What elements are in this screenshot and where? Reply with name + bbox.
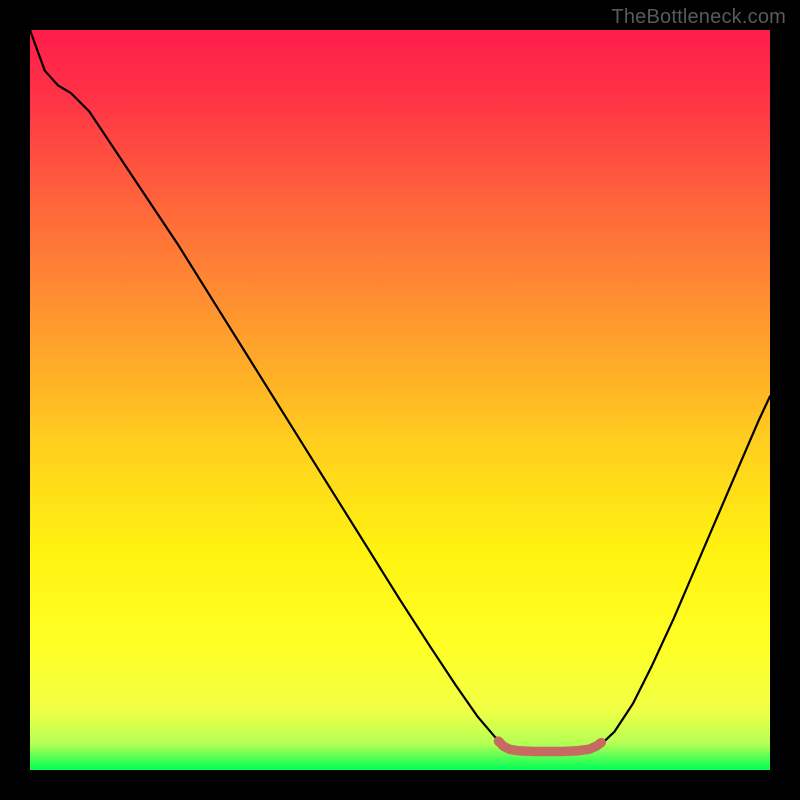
chart-container: TheBottleneck.com bbox=[0, 0, 800, 800]
chart-svg bbox=[0, 0, 800, 800]
watermark-text: TheBottleneck.com bbox=[611, 6, 786, 29]
plot-area bbox=[30, 30, 770, 770]
